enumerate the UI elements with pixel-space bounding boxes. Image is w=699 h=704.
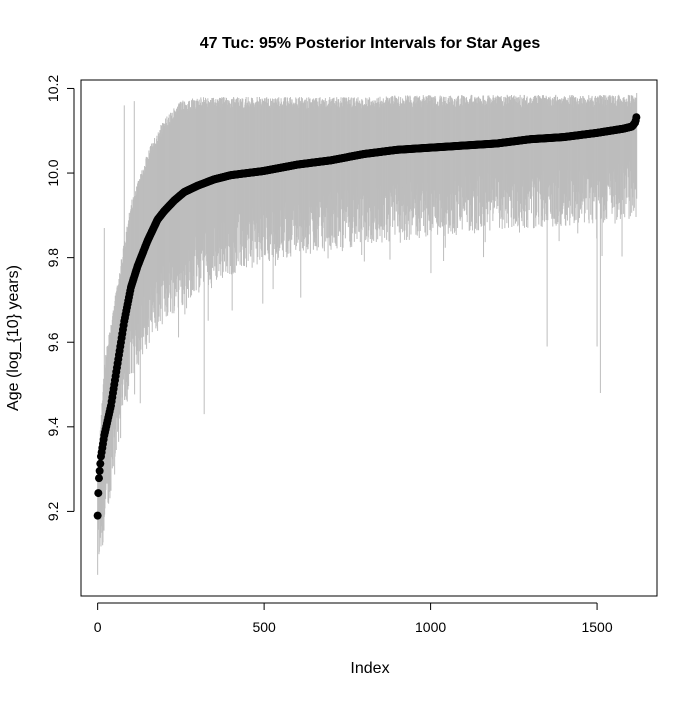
y-tick-label: 10.2: [45, 75, 61, 102]
y-axis: 9.2 9.4 9.6 9.8 10.0 10.2: [45, 75, 75, 521]
median-point: [95, 466, 104, 475]
x-tick-label: 0: [94, 619, 102, 635]
x-axis-label: Index: [350, 660, 389, 677]
y-tick-label: 9.8: [45, 248, 61, 268]
x-tick-label: 500: [252, 619, 276, 635]
plot-frame: [80, 79, 658, 597]
median-point: [94, 474, 103, 483]
y-tick-label: 9.6: [45, 332, 61, 352]
median-point: [632, 113, 641, 122]
x-tick-label: 1500: [581, 619, 612, 635]
y-tick-label: 9.4: [45, 417, 61, 437]
y-tick-label: 10.0: [45, 159, 61, 186]
interval-lines-layer: [97, 93, 638, 575]
y-tick-label: 9.2: [45, 501, 61, 521]
median-points-layer: [93, 113, 641, 520]
x-tick-label: 1000: [415, 619, 446, 635]
x-axis: 0 500 1000 1500: [94, 602, 613, 635]
median-point: [94, 489, 103, 498]
median-point: [93, 511, 102, 520]
median-point: [96, 459, 105, 468]
y-axis-label: Age (log_{10} years): [5, 265, 22, 411]
chart-title: 47 Tuc: 95% Posterior Intervals for Star…: [200, 35, 541, 52]
